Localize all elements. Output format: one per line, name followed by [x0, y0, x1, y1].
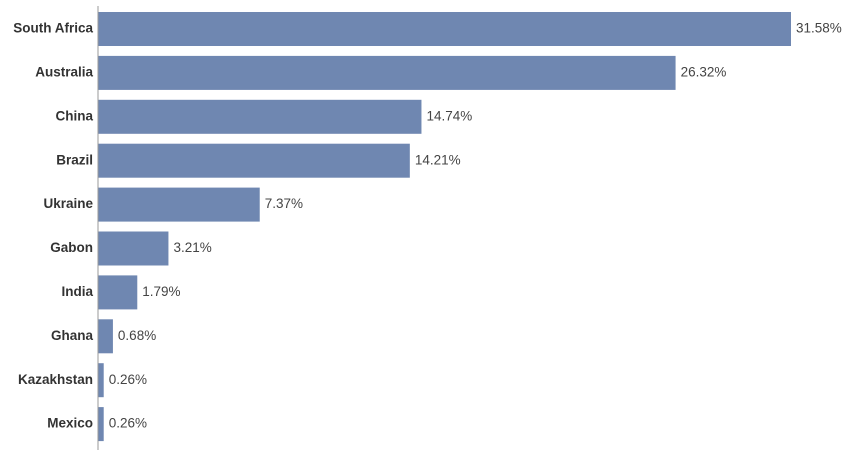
bar-ghana — [98, 319, 113, 354]
category-labels-group: South Africa Australia China Brazil Ukraine G… — [13, 21, 93, 431]
bar-south-africa — [98, 12, 791, 46]
value-label-ukraine: 7.37% — [265, 196, 303, 211]
bar-gabon — [98, 231, 169, 266]
value-labels-group: 31.58% 26.32% 14.74% 14.21% 7.37% 3.21% 1.79% 0… — [109, 21, 842, 431]
value-label-ghana: 0.68% — [118, 328, 156, 343]
value-label-china: 14.74% — [426, 108, 472, 123]
value-label-india: 1.79% — [142, 284, 180, 299]
category-label-australia: Australia — [35, 64, 93, 79]
category-label-ghana: Ghana — [51, 328, 94, 343]
category-label-brazil: Brazil — [56, 152, 93, 167]
value-label-south-africa: 31.58% — [796, 21, 842, 36]
bars-group — [98, 12, 791, 442]
bar-brazil — [98, 143, 410, 178]
category-label-india: India — [61, 284, 93, 299]
category-label-ukraine: Ukraine — [43, 196, 93, 211]
category-label-kazakhstan: Kazakhstan — [18, 372, 93, 387]
value-label-gabon: 3.21% — [173, 240, 211, 255]
bar-mexico — [98, 407, 104, 442]
value-label-brazil: 14.21% — [415, 152, 461, 167]
category-label-mexico: Mexico — [47, 416, 93, 431]
value-label-australia: 26.32% — [681, 64, 727, 79]
category-label-south-africa: South Africa — [13, 21, 93, 36]
bar-ukraine — [98, 187, 260, 222]
bar-australia — [98, 55, 676, 90]
category-label-gabon: Gabon — [50, 240, 93, 255]
bar-china — [98, 99, 422, 134]
bar-india — [98, 275, 138, 310]
value-label-mexico: 0.26% — [109, 416, 147, 431]
value-label-kazakhstan: 0.26% — [109, 372, 147, 387]
category-label-china: China — [55, 108, 93, 123]
bar-kazakhstan — [98, 363, 104, 398]
